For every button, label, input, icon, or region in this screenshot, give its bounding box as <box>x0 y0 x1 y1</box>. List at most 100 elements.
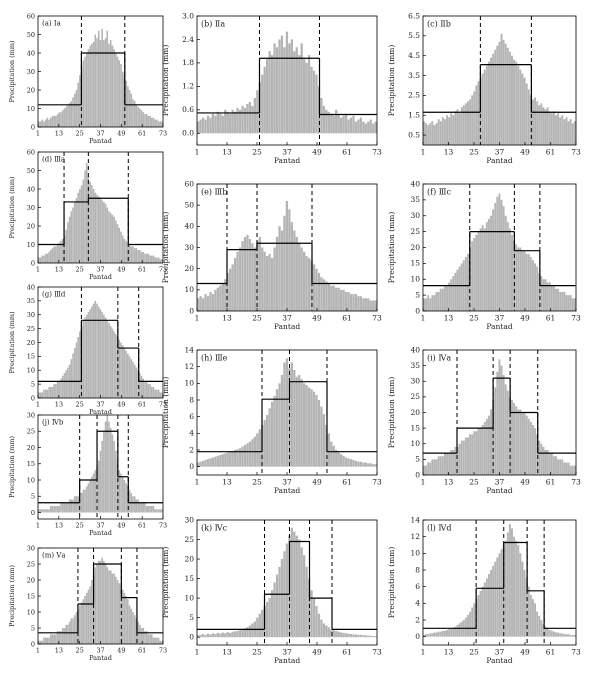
y-tick-label: 30 <box>184 243 194 252</box>
x-tick-label: 1 <box>36 401 40 409</box>
bar <box>293 370 296 467</box>
bar <box>372 123 375 134</box>
bar <box>504 384 507 476</box>
x-tick-label: 73 <box>159 401 167 409</box>
bar <box>135 367 138 398</box>
bar <box>139 502 141 513</box>
bar <box>266 255 269 311</box>
bar <box>460 107 463 145</box>
bar <box>103 314 105 398</box>
bar <box>248 239 252 311</box>
bar <box>369 300 372 311</box>
y-tick-label: 15 <box>27 592 35 600</box>
bar <box>268 408 271 467</box>
bar <box>521 73 524 145</box>
y-tick-label: 5 <box>31 493 35 501</box>
bar <box>92 189 95 263</box>
bar <box>38 640 40 644</box>
y-tick-label: 8 <box>189 395 194 404</box>
bar <box>216 287 219 311</box>
bar <box>519 69 522 145</box>
x-axis-label: Pantad <box>274 156 300 165</box>
bar <box>364 635 367 638</box>
bar <box>224 109 227 134</box>
bar <box>43 509 45 513</box>
bar <box>140 502 143 513</box>
bar <box>159 392 162 398</box>
bar <box>481 586 484 637</box>
bar <box>101 441 103 513</box>
bar <box>132 361 134 398</box>
bar <box>142 112 145 127</box>
y-tick-label: 10 <box>410 549 420 558</box>
bar <box>548 282 551 311</box>
bar <box>487 61 490 145</box>
bar <box>49 250 52 263</box>
bar <box>469 611 472 637</box>
bar <box>561 459 564 476</box>
bar <box>73 615 76 644</box>
bar <box>108 570 110 644</box>
y-tick-label: 14 <box>184 345 194 354</box>
bar <box>300 379 303 467</box>
bar <box>483 69 486 145</box>
bar <box>357 461 360 467</box>
bar <box>63 373 66 398</box>
bar <box>161 121 163 127</box>
bar <box>197 462 200 467</box>
bar <box>72 97 74 127</box>
bar <box>201 634 205 638</box>
panel-m: 0 5 10 15 20 25 30 1 13 25 37 49 61 73 Pantad Precipita… <box>8 544 167 662</box>
bar <box>280 35 284 134</box>
x-tick-label: 25 <box>76 266 84 274</box>
bar <box>330 113 333 134</box>
bar <box>149 506 151 513</box>
bar <box>517 545 520 637</box>
bar <box>320 98 323 134</box>
bar <box>111 328 114 399</box>
bar <box>130 359 133 398</box>
bar <box>278 39 281 134</box>
bar <box>359 296 363 311</box>
bar <box>569 635 572 637</box>
bar <box>152 637 155 644</box>
bar <box>206 459 210 467</box>
bar <box>67 502 69 513</box>
bar <box>142 502 145 513</box>
bar <box>55 506 57 513</box>
bar <box>75 90 78 127</box>
bar <box>233 258 237 311</box>
bar <box>431 121 434 145</box>
bar <box>515 540 518 637</box>
bar <box>538 272 541 311</box>
bar <box>128 244 131 263</box>
y-axis-label: Precipitation (mm) <box>161 377 170 449</box>
bar <box>51 634 54 644</box>
bar <box>288 43 291 134</box>
y-tick-label: 20 <box>27 222 35 230</box>
y-tick-label: 0 <box>31 509 35 517</box>
bar <box>159 121 162 127</box>
bar <box>211 294 215 311</box>
bar <box>72 353 74 398</box>
bar <box>531 425 534 475</box>
bar <box>137 106 139 127</box>
x-tick-label: 37 <box>495 314 505 323</box>
bar <box>275 574 279 638</box>
x-tick-label: 13 <box>444 478 454 487</box>
bar <box>552 285 555 311</box>
bar <box>446 453 448 476</box>
bar <box>109 213 112 263</box>
bar <box>214 456 217 467</box>
bar <box>557 459 560 476</box>
bar <box>435 632 438 637</box>
x-tick-label: 61 <box>342 148 352 157</box>
bar <box>159 259 162 263</box>
panel-c: 0.5 1.5 2.5 3.5 4.5 5.5 6.5 1 13 25 37 49 61 73 Pantad… <box>387 11 581 165</box>
bar <box>258 613 261 638</box>
bar <box>471 95 474 145</box>
x-tick-label: 13 <box>55 647 63 655</box>
bar <box>41 255 43 263</box>
bar <box>233 450 237 467</box>
y-tick-label: 25 <box>27 428 35 436</box>
